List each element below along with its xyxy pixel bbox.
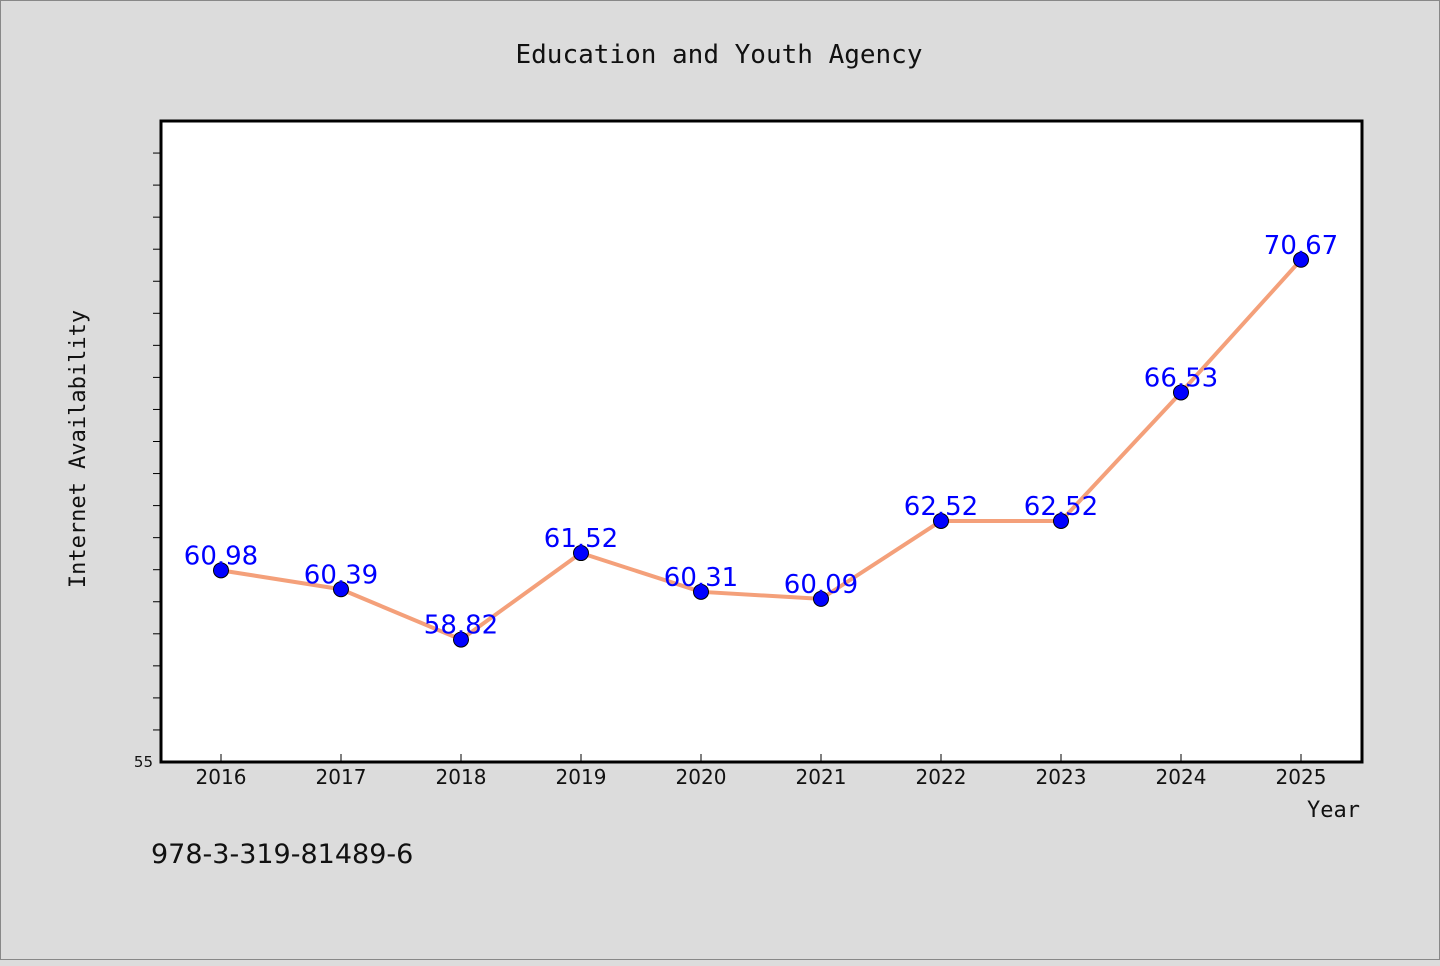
data-point-marker (453, 631, 469, 648)
y-axis-label: Internet Availability (66, 310, 91, 588)
data-label: 60.39 (304, 560, 378, 590)
data-label: 60.09 (784, 570, 858, 600)
x-tick-label: 2024 (1156, 765, 1207, 789)
data-label: 60.31 (664, 563, 738, 593)
x-tick-label: 2016 (196, 765, 247, 789)
x-tick-label: 2021 (796, 765, 847, 789)
x-tick-label: 2019 (556, 765, 607, 789)
data-label: 66.53 (1144, 363, 1218, 393)
x-tick-label: 2017 (316, 765, 367, 789)
data-point-marker (333, 581, 349, 598)
series-layer: 60.98 60.39 58.82 61.52 60.31 60.09 62.52 62.52… (184, 231, 1338, 648)
x-tick-label: 2018 (436, 765, 487, 789)
x-tick-label: 2023 (1036, 765, 1087, 789)
data-label: 61.52 (544, 524, 618, 554)
x-axis-label: Year (1307, 798, 1360, 823)
x-tick-label: 2022 (916, 765, 967, 789)
x-axis-ticks: 2016 2017 2018 2019 2020 2021 2022 2023 2024 2025 (196, 754, 1327, 789)
data-point-marker (1173, 384, 1189, 401)
y-axis-min-label: 55 (134, 753, 153, 771)
data-label: 62.52 (904, 492, 978, 522)
plot-area (159, 119, 1364, 764)
data-label: 60.98 (184, 541, 258, 571)
chart-title: Education and Youth Agency (516, 40, 923, 70)
data-label: 58.82 (424, 611, 498, 641)
data-label: 62.52 (1024, 492, 1098, 522)
x-tick-label: 2020 (676, 765, 727, 789)
data-point-marker (813, 590, 829, 607)
footer-isbn: 978-3-319-81489-6 (151, 839, 413, 870)
data-point-marker (1293, 251, 1309, 268)
data-point-marker (1053, 512, 1069, 529)
series-line (219, 257, 1303, 642)
data-label: 70.67 (1264, 231, 1338, 261)
y-axis-ticks (153, 152, 161, 731)
data-point-marker (213, 562, 229, 579)
data-point-marker (693, 583, 709, 600)
x-tick-label: 2025 (1276, 765, 1327, 789)
data-point-marker (933, 512, 949, 529)
data-point-marker (573, 545, 589, 562)
